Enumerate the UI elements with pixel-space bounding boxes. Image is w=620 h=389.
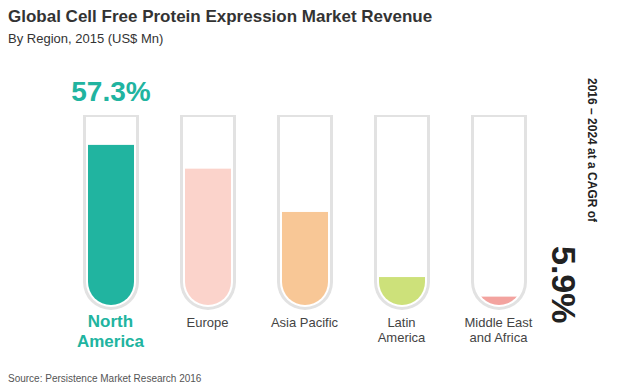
svg-text:5.9%: 5.9% — [545, 246, 583, 324]
svg-text:LatinAmerica: LatinAmerica — [378, 315, 426, 345]
svg-text:By Region, 2015 (US$ Mn): By Region, 2015 (US$ Mn) — [8, 31, 163, 46]
svg-text:Europe: Europe — [187, 315, 229, 330]
svg-text:Asia Pacific: Asia Pacific — [271, 315, 339, 330]
svg-text:Global Cell Free Protein Expre: Global Cell Free Protein Expression Mark… — [8, 7, 432, 26]
svg-text:Middle Eastand Africa: Middle Eastand Africa — [465, 315, 533, 345]
svg-text:NorthAmerica: NorthAmerica — [77, 312, 145, 351]
svg-text:57.3%: 57.3% — [71, 76, 150, 107]
svg-text:Source: Persistence Market Res: Source: Persistence Market Research 2016 — [8, 373, 202, 384]
svg-text:2016 – 2024 at a CAGR of: 2016 – 2024 at a CAGR of — [585, 78, 599, 223]
